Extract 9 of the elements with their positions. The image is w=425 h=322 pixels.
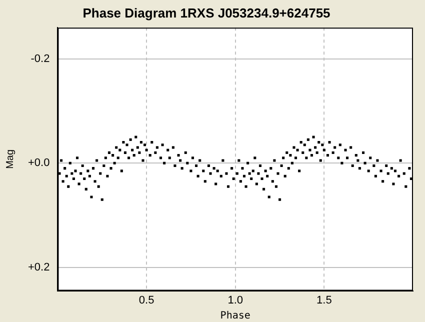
- y-tick-label: +0.2: [28, 261, 50, 274]
- x-tick-label: 0.5: [138, 294, 154, 306]
- y-tick-label: +0.0: [28, 157, 50, 170]
- x-axis-title: Phase: [220, 310, 250, 322]
- x-tick-label: 1.0: [228, 294, 244, 306]
- y-axis-title: Mag: [4, 149, 16, 169]
- y-tick-label: -0.2: [30, 52, 50, 65]
- chart-title: Phase Diagram 1RXS J053234.9+624755: [82, 5, 330, 20]
- x-tick-label: 1.5: [316, 294, 332, 306]
